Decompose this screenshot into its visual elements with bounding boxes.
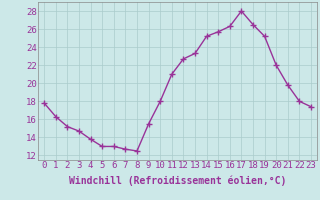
X-axis label: Windchill (Refroidissement éolien,°C): Windchill (Refroidissement éolien,°C) bbox=[69, 176, 286, 186]
